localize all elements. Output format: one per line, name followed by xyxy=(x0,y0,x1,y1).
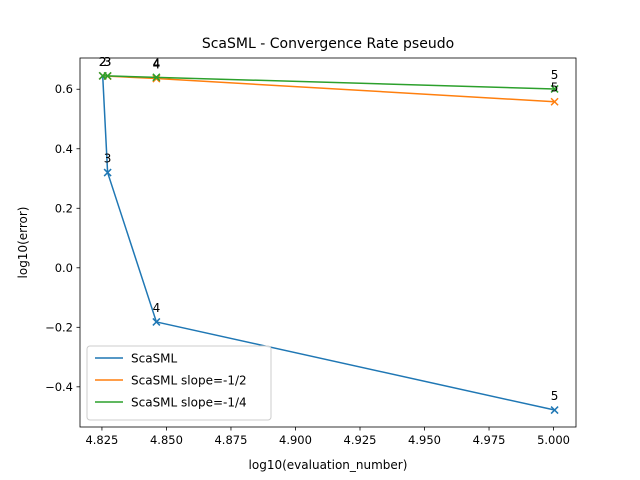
plot-frame xyxy=(79,57,577,428)
series-3-point-label: 3 xyxy=(104,55,112,69)
series-2-point-label: 5 xyxy=(551,81,559,95)
series-1-point-label: 5 xyxy=(551,389,559,403)
y-axis-label: log10(error) xyxy=(16,207,30,279)
x-tick-label: 4.900 xyxy=(279,433,312,447)
series-2-point-marker xyxy=(550,97,559,106)
y-axis-ticks: −0.4 −0.2 0.0 0.2 0.4 0.6 xyxy=(45,82,80,394)
series-1-point-marker xyxy=(103,168,112,177)
series-2-point-label: 3 xyxy=(104,55,112,69)
x-axis-ticks: 4.825 4.850 4.875 4.900 4.925 4.950 4.975 5.000 xyxy=(85,427,570,447)
x-tick-label: 4.925 xyxy=(344,433,377,447)
x-tick-label: 5.000 xyxy=(537,433,570,447)
series-1-point-label: 4 xyxy=(153,301,161,315)
series-3-point-marker xyxy=(152,73,161,82)
legend-label-series-1: ScaSML xyxy=(131,352,178,366)
series-2-point-label: 4 xyxy=(153,58,161,72)
legend-label-series-2: ScaSML slope=-1/2 xyxy=(131,374,247,388)
x-tick-label: 4.950 xyxy=(408,433,441,447)
x-tick-label: 4.850 xyxy=(150,433,183,447)
x-tick-label: 4.825 xyxy=(85,433,118,447)
series-1-point-marker xyxy=(550,406,559,415)
y-tick-label: 0.0 xyxy=(55,261,73,275)
x-axis-label: log10(evaluation_number) xyxy=(249,458,408,472)
series-1-point-marker xyxy=(152,317,161,326)
x-tick-label: 4.975 xyxy=(473,433,506,447)
legend-label-series-3: ScaSML slope=-1/4 xyxy=(131,396,247,410)
y-tick-label: 0.6 xyxy=(55,82,73,96)
series-1-line xyxy=(101,75,555,411)
legend-box xyxy=(86,345,272,421)
series-3-line xyxy=(102,75,555,90)
series-3-point-marker xyxy=(550,84,559,93)
series-1-point-label: 2 xyxy=(99,55,107,69)
y-tick-label: 0.4 xyxy=(55,142,73,156)
y-tick-label: −0.2 xyxy=(45,320,73,334)
series-3-point-marker xyxy=(103,71,112,80)
chart-title: ScaSML - Convergence Rate pseudo xyxy=(202,36,454,52)
x-tick-label: 4.875 xyxy=(214,433,247,447)
series-1-point-label: 3 xyxy=(104,152,112,166)
series-3-point-label: 4 xyxy=(153,56,161,70)
y-tick-label: 0.2 xyxy=(55,201,73,215)
series-2-point-marker xyxy=(152,74,161,83)
series-3-point-label: 2 xyxy=(99,55,107,69)
legend: ScaSML ScaSML slope=-1/2 ScaSML slope=-1/4 xyxy=(86,345,272,421)
y-tick-label: −0.4 xyxy=(45,380,73,394)
series-2-point-label: 2 xyxy=(99,55,107,69)
series-layer xyxy=(98,71,559,415)
series-3-point-label: 5 xyxy=(551,68,559,82)
